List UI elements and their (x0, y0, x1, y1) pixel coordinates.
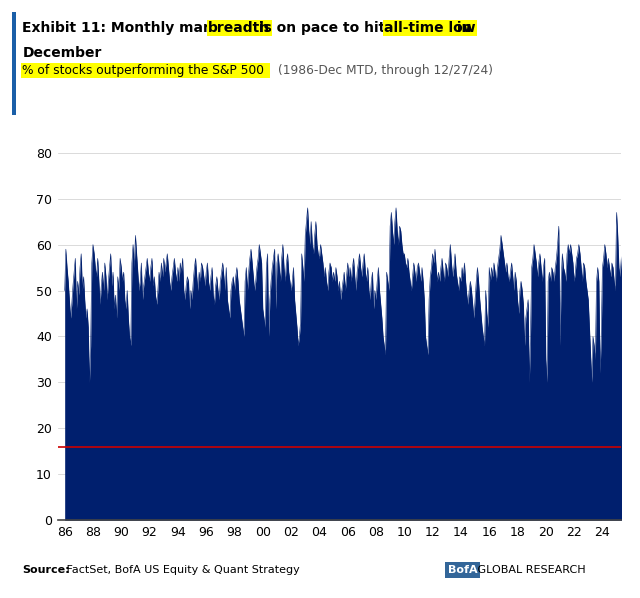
Text: Exhibit 11: Monthly market: Exhibit 11: Monthly market (22, 21, 240, 35)
Text: is on pace to hit an: is on pace to hit an (254, 21, 415, 35)
Text: breadth: breadth (208, 21, 270, 35)
Text: in: in (452, 21, 472, 35)
Text: (1986-Dec MTD, through 12/27/24): (1986-Dec MTD, through 12/27/24) (278, 64, 493, 77)
Text: % of stocks outperforming the S&P 500: % of stocks outperforming the S&P 500 (22, 64, 268, 77)
Text: all-time low: all-time low (384, 21, 476, 35)
Text: FactSet, BofA US Equity & Quant Strategy: FactSet, BofA US Equity & Quant Strategy (63, 565, 300, 575)
Text: December: December (22, 46, 102, 60)
Text: Source:: Source: (22, 565, 70, 575)
Text: GLOBAL RESEARCH: GLOBAL RESEARCH (474, 565, 585, 575)
Text: BofA: BofA (448, 565, 477, 575)
